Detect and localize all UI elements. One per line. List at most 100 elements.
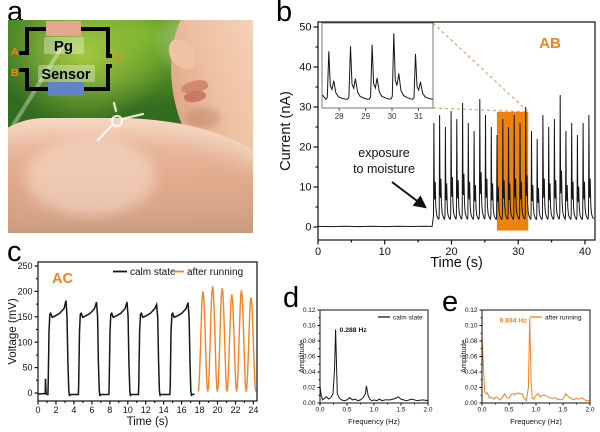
svg-text:6: 6 (89, 405, 94, 415)
chart-c-legend: calm state after running (113, 267, 243, 278)
svg-text:0.12: 0.12 (303, 307, 316, 314)
chart-e-fft-after-running: after running 0.884 Hz 0.0 0.5 1.0 1.5 2.0 0.00… (460, 307, 595, 426)
svg-text:0.04: 0.04 (465, 369, 478, 376)
svg-text:1.5: 1.5 (396, 407, 405, 414)
svg-text:30: 30 (512, 246, 524, 258)
svg-text:30: 30 (388, 112, 397, 121)
svg-text:24: 24 (248, 405, 258, 415)
peak-frequency-annotation: 0.288 Hz (340, 327, 368, 334)
svg-text:0.5: 0.5 (504, 407, 513, 414)
svg-text:28: 28 (335, 112, 344, 121)
svg-text:0.02: 0.02 (303, 385, 316, 392)
electrode-pair-tag-ab: AB (539, 35, 561, 52)
highlight-region (496, 111, 529, 231)
svg-text:1.0: 1.0 (369, 407, 378, 414)
svg-text:12: 12 (141, 405, 151, 415)
calm-state-curve (37, 300, 195, 397)
svg-text:20: 20 (445, 246, 457, 258)
chart-c-x-axis-label: Time (s) (127, 416, 169, 428)
sensor-label: Sensor (41, 67, 91, 83)
svg-text:10: 10 (299, 182, 311, 194)
sensor-mark-stroke-left (96, 123, 114, 142)
svg-text:0.02: 0.02 (465, 385, 478, 392)
chart-e-y-axis-label: Amplitude (460, 340, 468, 373)
panel-c-label: c (7, 236, 22, 268)
svg-text:10: 10 (379, 246, 391, 258)
calm-state-spectrum-curve (319, 329, 429, 402)
svg-text:calm state: calm state (130, 267, 176, 278)
svg-text:0.12: 0.12 (465, 307, 478, 314)
wrist-highlight (26, 138, 156, 216)
terminal-b-label: B (11, 67, 19, 79)
panel-e-label: e (442, 286, 459, 318)
svg-text:1.5: 1.5 (558, 407, 567, 414)
chin-shadow (186, 108, 220, 128)
svg-text:0.04: 0.04 (303, 369, 316, 376)
svg-text:0.10: 0.10 (303, 323, 316, 330)
sensor-mark-stroke-top (112, 101, 118, 113)
panel-a-label: a (7, 0, 24, 28)
svg-text:0: 0 (27, 388, 32, 398)
svg-text:20: 20 (299, 142, 311, 154)
svg-text:after running: after running (545, 314, 582, 321)
svg-text:250: 250 (17, 261, 32, 271)
after-running-curve (197, 286, 257, 392)
pulse-generator-block (46, 21, 81, 36)
svg-text:2: 2 (53, 405, 58, 415)
svg-text:0.08: 0.08 (465, 338, 478, 345)
terminal-a-label: A (11, 46, 19, 58)
chart-b-current-vs-time: 28 29 30 31 exposure to moisture AB 0 10 20 30 40 0 1… (280, 21, 596, 271)
chart-c-y-axis-label: Voltage (mV) (8, 298, 19, 365)
panel-b-label: b (276, 0, 293, 28)
svg-text:10: 10 (123, 405, 133, 415)
chart-c-axes (34, 261, 258, 405)
chart-e-x-axis-label: Frequency (Hz) (510, 417, 562, 426)
sensor-block (48, 82, 84, 96)
sensor-mark-loop (110, 114, 124, 128)
svg-text:31: 31 (414, 112, 423, 121)
printed-sensor-mark (96, 101, 145, 142)
svg-text:20: 20 (213, 405, 223, 415)
chart-d-x-axis-label: Frequency (Hz) (348, 417, 400, 426)
svg-text:calm state: calm state (393, 314, 423, 321)
svg-text:0.08: 0.08 (303, 338, 316, 345)
sensor-mark-stroke-right (120, 112, 145, 121)
inset-zoom-plot: 28 29 30 31 (321, 22, 434, 121)
chart-e-axes (479, 309, 591, 406)
svg-text:0.0: 0.0 (477, 407, 486, 414)
svg-text:18: 18 (195, 405, 205, 415)
svg-text:0.10: 0.10 (465, 323, 478, 330)
svg-text:0.5: 0.5 (342, 407, 351, 414)
svg-text:40: 40 (299, 62, 311, 74)
svg-text:exposure: exposure (358, 146, 409, 160)
svg-text:0.0: 0.0 (315, 407, 324, 414)
chart-e-tick-labels: 0.0 0.5 1.0 1.5 2.0 0.00 0.02 0.04 0.06 0.08 0.10 0… (465, 307, 595, 413)
chart-e-legend: after running (530, 314, 582, 321)
after-running-spectrum-curve (481, 317, 590, 402)
svg-text:50: 50 (299, 22, 311, 34)
current-signal-curve (317, 94, 594, 228)
chart-d-y-axis-label: Amplitude (298, 340, 306, 373)
inset-connector-lines (432, 22, 529, 113)
svg-text:4: 4 (71, 405, 76, 415)
sensor-label-backdrop (38, 65, 95, 82)
chart-b-axes (313, 21, 596, 245)
svg-text:after running: after running (187, 267, 243, 278)
svg-text:0.00: 0.00 (303, 400, 316, 407)
svg-text:14: 14 (159, 405, 169, 415)
svg-text:50: 50 (22, 363, 32, 373)
svg-text:40: 40 (579, 246, 591, 258)
svg-text:1.0: 1.0 (531, 407, 540, 414)
svg-text:0: 0 (35, 405, 40, 415)
svg-text:0: 0 (315, 246, 321, 258)
svg-text:150: 150 (17, 312, 32, 322)
svg-text:8: 8 (107, 405, 112, 415)
svg-text:0.00: 0.00 (465, 400, 478, 407)
terminal-c-label: C (114, 52, 122, 64)
chart-d-axes (317, 309, 429, 406)
svg-text:0.06: 0.06 (303, 354, 316, 361)
